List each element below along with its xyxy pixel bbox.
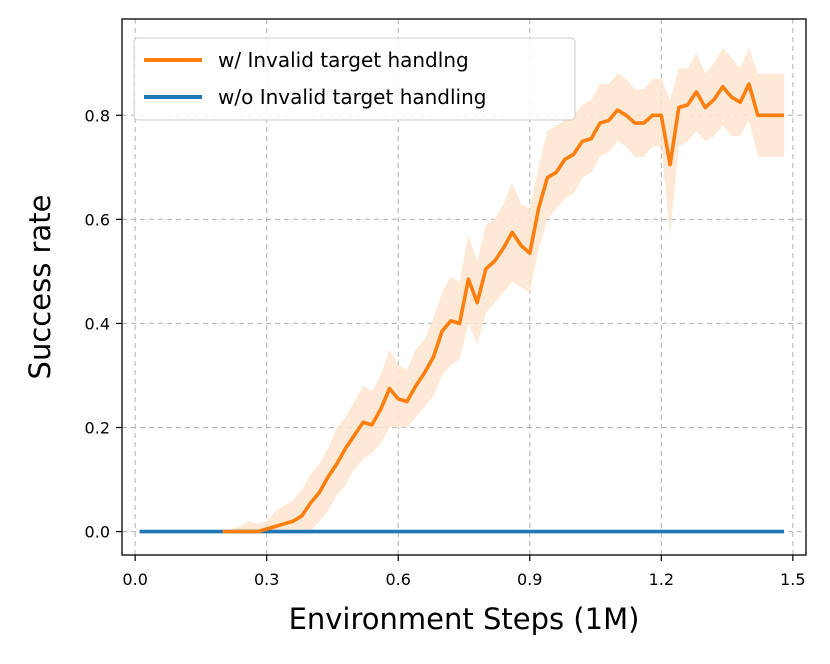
x-tick-label: 1.5 (780, 570, 805, 589)
legend: w/ Invalid target handlng w/o Invalid ta… (133, 37, 576, 121)
y-axis-label: Success rate (23, 195, 57, 380)
series-lines (139, 82, 785, 534)
x-tick-label: 0.6 (386, 570, 411, 589)
x-tick-label: 1.2 (649, 570, 674, 589)
plot-frame (121, 18, 807, 556)
x-axis: 0.0 0.3 0.6 0.9 1.2 1.5 (122, 555, 806, 589)
y-tick-label: 0.8 (85, 106, 110, 125)
legend-label-without-handling: w/o Invalid target handling (218, 85, 486, 109)
y-tick-label: 0.6 (85, 210, 110, 229)
confidence-bands (222, 47, 785, 532)
y-tick-label: 0.2 (85, 419, 110, 438)
x-tick-label: 0.3 (254, 570, 279, 589)
legend-frame (133, 37, 576, 121)
y-tick-label: 0.4 (85, 314, 110, 333)
y-axis: 0.0 0.2 0.4 0.6 0.8 (85, 106, 122, 542)
series-line-0 (222, 82, 785, 534)
x-tick-label: 0.9 (517, 570, 542, 589)
series-band-0 (222, 47, 785, 532)
legend-label-with-handling: w/ Invalid target handlng (218, 48, 469, 72)
x-tick-label: 0.0 (122, 570, 147, 589)
y-tick-label: 0.0 (85, 523, 110, 542)
x-axis-label: Environment Steps (1M) (289, 602, 640, 636)
